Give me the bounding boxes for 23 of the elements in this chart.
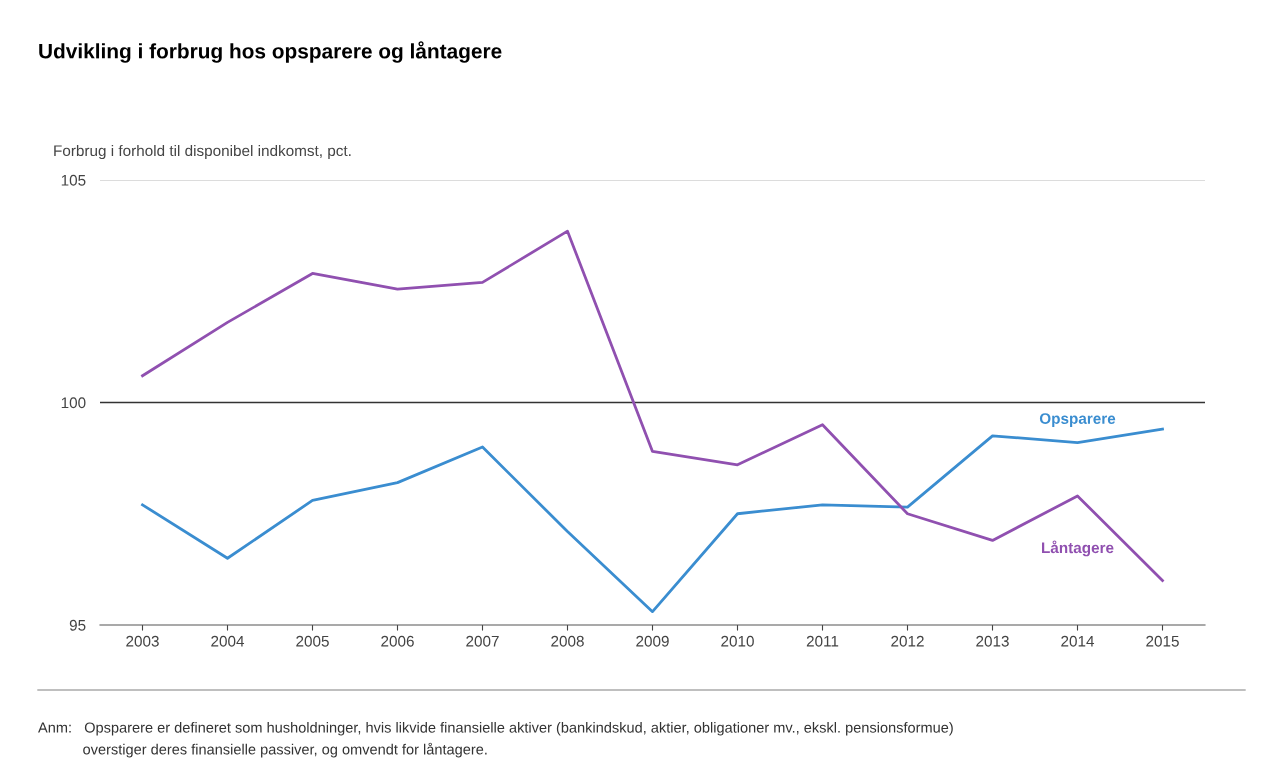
x-tick-label: 2012 — [891, 635, 924, 647]
series-label: Låntagere — [1042, 540, 1114, 557]
x-tick-label: 2007 — [466, 635, 499, 647]
text: Anm: Opsparere er defineret som husholdninger, hvis likvide finansielle aktiver (bankindskud, aktier, obligationer mv., ekskl. pensionsformue) overstiger deres finansielle passiver, og omvendt for låntagere. — [38, 722, 953, 758]
x-tick-label: 2011 — [806, 635, 839, 647]
x-tick-label: 2005 — [296, 635, 329, 647]
x-tick-label: 2006 — [381, 635, 414, 647]
y-tick-label: 100 — [61, 397, 86, 409]
x-tick-label: 2010 — [721, 635, 754, 647]
y-axis-title: Forbrug i forhold til disponibel indkomst, pct. — [54, 144, 351, 160]
line-series — [141, 427, 1164, 614]
line-series — [141, 229, 1164, 582]
x-tick-label: 2004 — [211, 635, 245, 647]
series-label: Opsparere — [1039, 413, 1116, 427]
x-tick-label: 2009 — [636, 635, 669, 647]
y-tick-label: 105 — [61, 174, 86, 186]
y-tick-label: 95 — [69, 619, 86, 631]
x-tick-label: 2014 — [1061, 635, 1095, 647]
x-tick-label: 2013 — [976, 635, 1009, 647]
x-tick-label: 2015 — [1146, 635, 1179, 647]
x-tick-label: 2003 — [126, 635, 159, 647]
chart-title: Udvikling i forbrug hos opsparere og låntagere — [39, 41, 502, 63]
x-tick-label: 2008 — [551, 635, 584, 647]
